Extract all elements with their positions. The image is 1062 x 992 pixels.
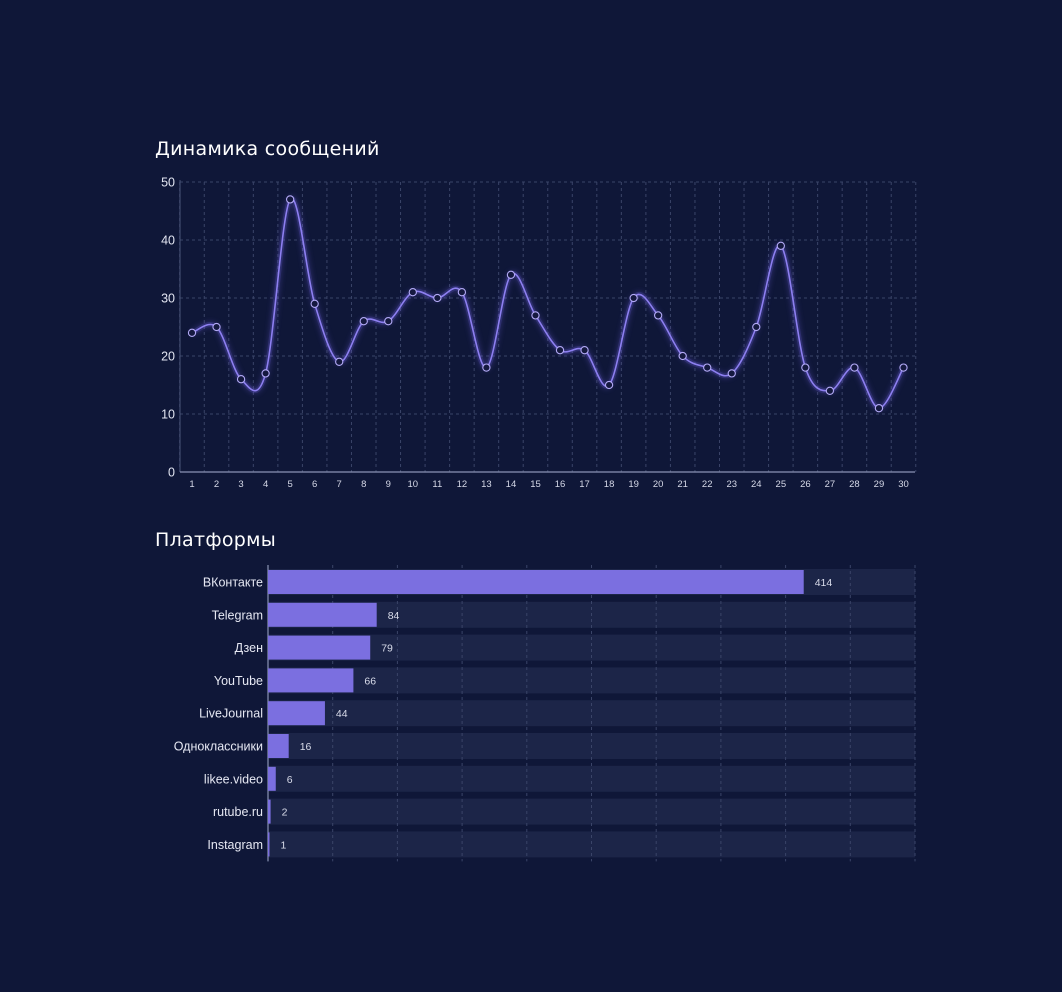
value-label: 1 [281,839,287,851]
bar-chart-title: Платформы [155,529,277,551]
x-tick-label: 19 [628,479,639,490]
data-point [604,380,614,390]
data-point [433,293,442,303]
x-tick-label: 26 [800,479,811,490]
category-label: Дзен [235,641,263,655]
x-tick-label: 8 [361,479,366,490]
data-point [703,363,712,372]
data-point [310,299,319,308]
x-tick-label: 25 [776,479,787,490]
data-point [874,404,884,413]
value-label: 84 [388,610,400,622]
x-tick-label: 20 [653,479,664,490]
y-tick-label: 50 [161,176,175,190]
data-point [801,363,810,372]
category-label: YouTube [214,674,263,688]
data-point [678,351,687,361]
x-tick-label: 9 [386,479,391,490]
bar [268,570,804,594]
data-point [727,369,736,378]
y-tick-label: 10 [161,408,175,422]
x-tick-label: 27 [825,479,836,490]
data-point [776,241,785,250]
data-point [654,311,663,320]
y-tick-label: 20 [161,350,175,364]
x-tick-label: 18 [604,479,615,490]
data-point [212,322,221,332]
bar-chart: ВКонтакте 414 Telegram 84 Дзен 79 YouTube 66 Liv… [174,565,916,862]
x-tick-label: 3 [238,479,243,490]
data-point [285,195,295,204]
x-tick-label: 7 [337,479,342,490]
bar [268,766,276,791]
value-label: 44 [336,708,348,720]
data-point [236,375,246,384]
x-tick-label: 15 [530,479,541,490]
value-label: 79 [381,643,393,655]
x-tick-label: 23 [726,479,737,490]
x-tick-label: 1 [189,479,194,490]
x-tick-label: 24 [751,479,762,490]
x-tick-label: 28 [849,479,860,490]
data-point [752,322,761,332]
data-point [187,328,197,337]
y-tick-label: 30 [161,292,175,306]
data-point [261,369,270,378]
data-point [359,317,368,326]
value-label: 414 [815,577,833,589]
bar [268,832,270,857]
x-tick-label: 30 [898,479,909,490]
bar [268,734,289,758]
x-tick-label: 5 [287,479,292,490]
bar [268,668,354,693]
bar [268,602,377,627]
x-tick-label: 6 [312,479,317,490]
y-tick-label: 40 [161,234,175,248]
data-point [408,288,417,297]
data-point [384,317,393,326]
category-label: ВКонтакте [203,576,263,590]
x-tick-label: 4 [263,479,268,490]
data-point [335,357,344,366]
x-tick-label: 12 [457,479,468,490]
category-label: Одноклассники [174,740,263,754]
x-tick-label: 17 [579,479,590,490]
data-point [899,363,908,372]
line-chart-title: Динамика сообщений [155,138,380,160]
value-label: 2 [282,807,288,819]
x-tick-label: 22 [702,479,713,490]
bar [268,799,271,824]
category-label: likee.video [204,772,263,786]
value-label: 66 [364,675,376,687]
category-label: rutube.ru [213,805,263,819]
data-point [580,346,589,355]
data-point [555,346,565,355]
category-label: Telegram [212,608,263,622]
value-label: 16 [300,741,312,753]
data-point [850,363,859,372]
x-tick-label: 21 [677,479,688,490]
data-point [506,270,516,279]
x-tick-label: 2 [214,479,219,490]
data-point [825,386,835,395]
x-tick-label: 29 [874,479,885,490]
x-tick-label: 14 [506,479,517,490]
data-point [482,363,491,372]
data-point [457,288,467,297]
x-tick-label: 16 [555,479,566,490]
data-point [531,311,540,320]
bar [268,701,325,726]
data-point [629,293,638,303]
x-tick-label: 11 [432,479,442,490]
bar [268,635,371,660]
y-tick-label: 0 [168,466,175,480]
category-label: Instagram [207,838,263,852]
x-tick-label: 10 [408,479,419,490]
value-label: 6 [287,774,293,786]
category-label: LiveJournal [199,707,263,721]
x-tick-label: 13 [481,479,492,490]
